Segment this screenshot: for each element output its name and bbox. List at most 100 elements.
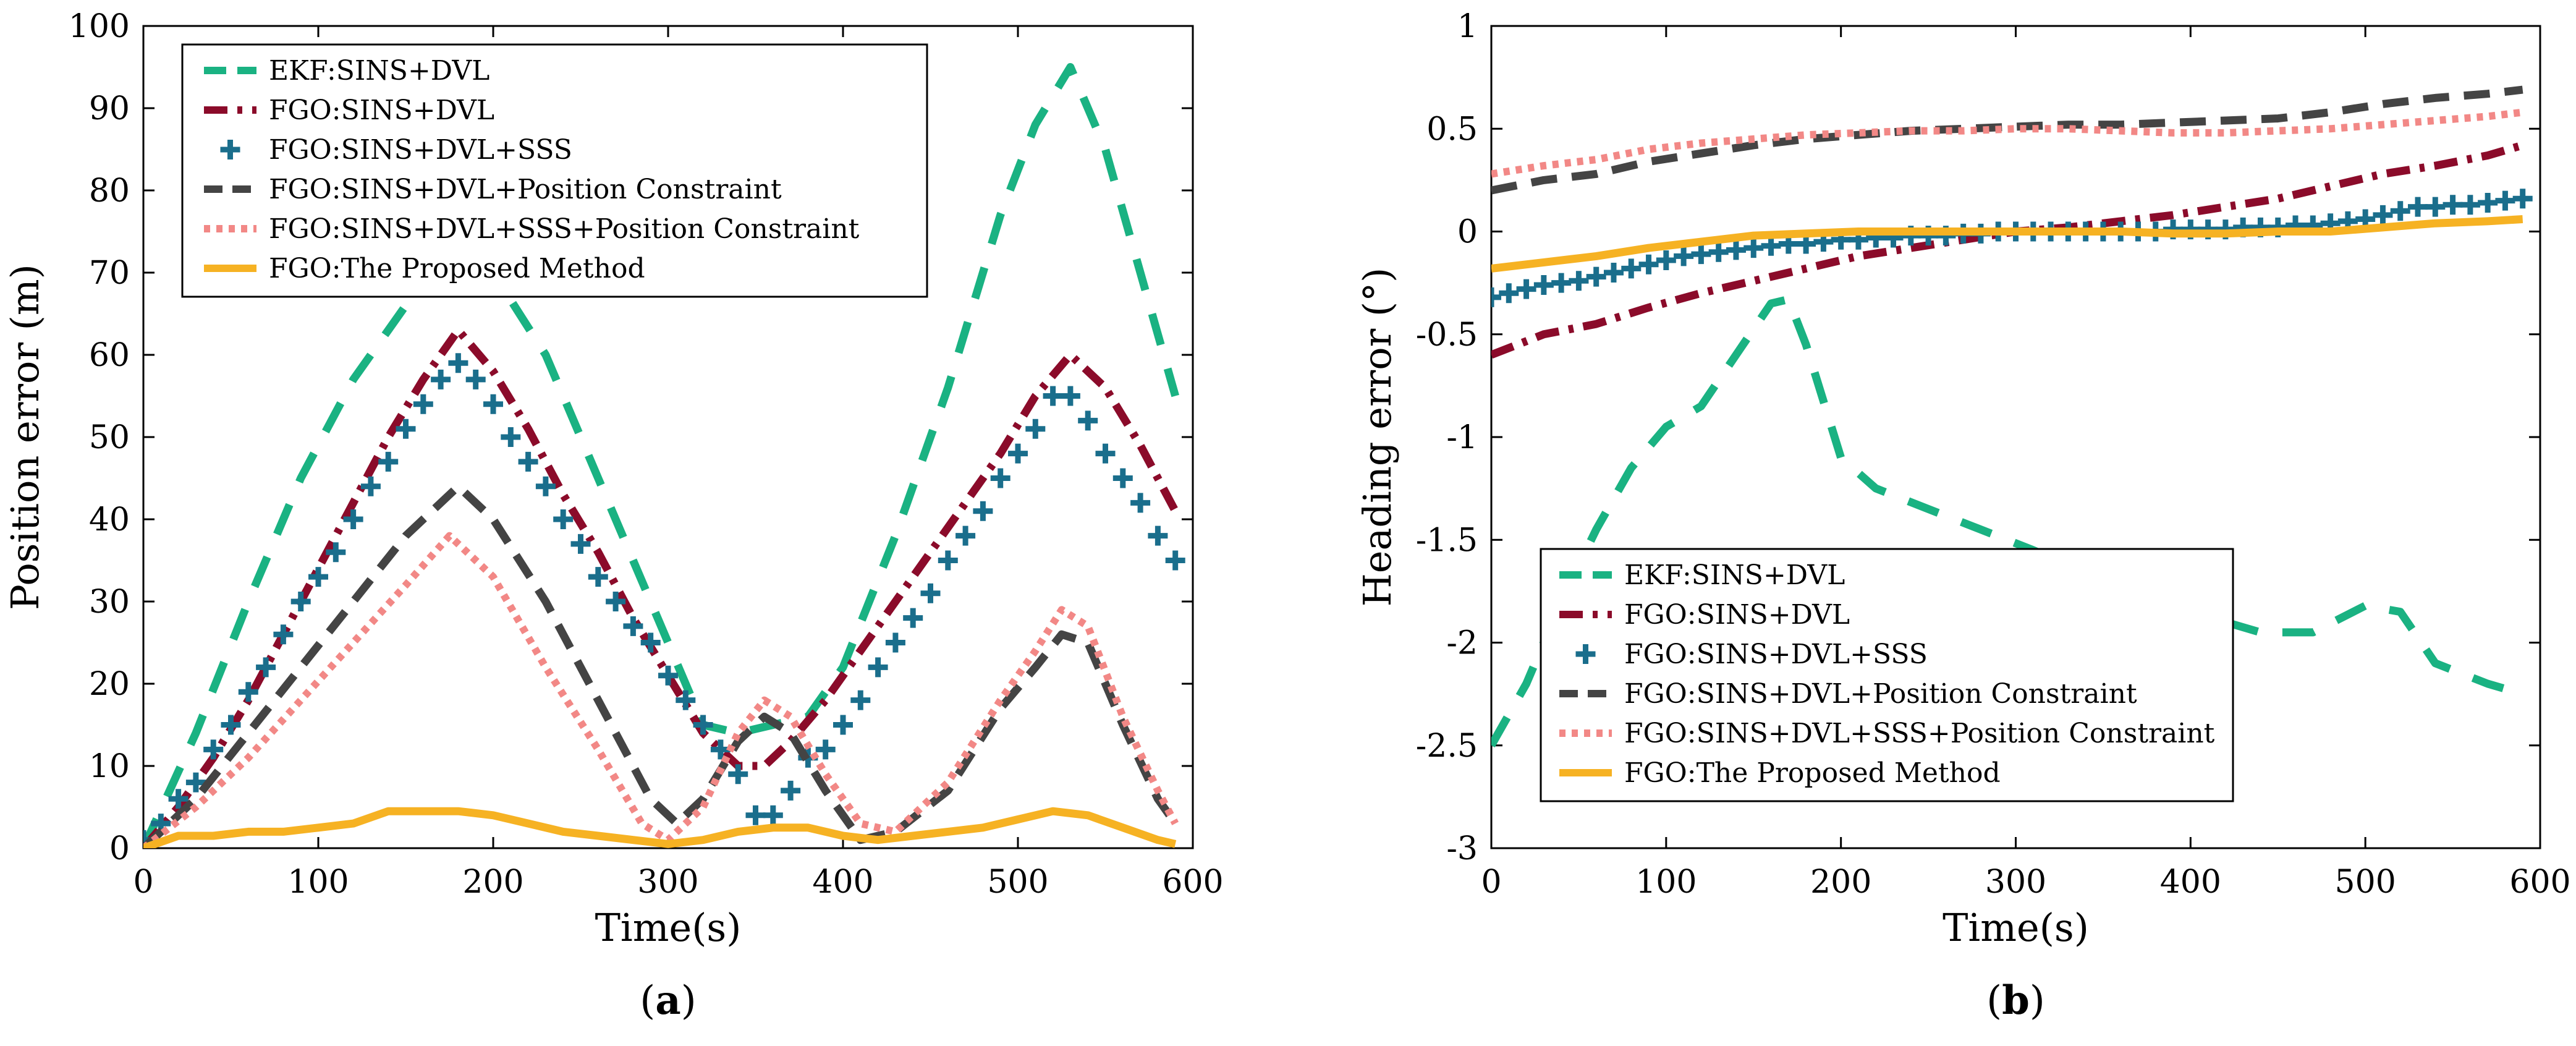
- y-tick-label: 100: [69, 8, 130, 45]
- x-tick-label: 400: [812, 864, 873, 901]
- data-point-marker: [2408, 197, 2428, 217]
- legend-entry-label: EKF:SINS+DVL: [1624, 559, 1845, 591]
- x-tick-label: 100: [287, 864, 349, 901]
- series-sss: [143, 353, 1185, 848]
- data-point-marker: [1638, 254, 1659, 274]
- data-point-marker: [535, 476, 556, 496]
- data-point-marker: [2512, 189, 2533, 209]
- x-tick-label: 300: [1985, 864, 2046, 901]
- y-tick-label: 50: [89, 419, 130, 456]
- data-point-marker: [1533, 274, 1554, 295]
- legend-swatch: [220, 140, 240, 159]
- data-point-marker: [1025, 419, 1046, 439]
- data-point-marker: [360, 476, 381, 496]
- x-tick-label: 0: [133, 864, 153, 901]
- subfigure-label: (b): [1986, 977, 2045, 1024]
- data-point-marker: [1148, 525, 1168, 546]
- data-point-marker: [1691, 244, 1711, 265]
- data-point-marker: [606, 592, 626, 611]
- x-tick-label: 600: [2509, 864, 2570, 901]
- y-tick-label: 10: [89, 748, 130, 785]
- series-ekf-line: [143, 63, 1179, 848]
- legend: EKF:SINS+DVL FGO:SINS+DVL FGO:SINS+DVL+SSS…: [1540, 548, 2234, 802]
- data-point-marker: [885, 632, 905, 653]
- y-tick-label: 1: [1457, 8, 1478, 45]
- legend-entry-label: FGO:SINS+DVL+SSS: [1624, 639, 1928, 670]
- y-tick-label: 70: [89, 255, 130, 292]
- data-point-marker: [570, 534, 591, 554]
- series-prop-line: [143, 807, 1177, 848]
- data-point-marker: [990, 468, 1010, 488]
- data-point-marker: [256, 657, 276, 678]
- y-tick-label: 90: [89, 90, 130, 127]
- legend-entry-label: FGO:SINS+DVL+SSS: [269, 134, 572, 166]
- chart-panel-a: 0 100 200 300 400 500 600 0 10 20 30 40 50 60 70 80 90 10…: [2, 8, 1224, 1024]
- data-point-marker: [745, 805, 766, 825]
- y-tick-label: -1: [1446, 419, 1478, 456]
- data-point-marker: [1095, 443, 1116, 464]
- y-tick-label: -3: [1446, 830, 1478, 867]
- data-point-marker: [2495, 190, 2515, 211]
- series-sssPc-line: [1491, 108, 2523, 178]
- x-tick-label: 600: [1162, 864, 1223, 901]
- data-point-marker: [1708, 242, 1729, 262]
- data-point-marker: [308, 567, 328, 587]
- data-point-marker: [2443, 195, 2463, 215]
- legend-entry-label: FGO:The Proposed Method: [269, 253, 645, 284]
- data-point-marker: [1043, 386, 1063, 406]
- data-point-marker: [1078, 410, 1098, 431]
- data-point-marker: [1130, 493, 1151, 513]
- data-point-marker: [973, 501, 993, 521]
- data-point-marker: [343, 509, 363, 529]
- y-tick-label: 60: [89, 337, 130, 374]
- legend: EKF:SINS+DVL FGO:SINS+DVL FGO:SINS+DVL+SSS…: [181, 43, 928, 298]
- legend-entry-label: FGO:The Proposed Method: [1624, 757, 2001, 789]
- y-axis-label: Position error (m): [2, 264, 48, 610]
- y-tick-label: -1.5: [1416, 522, 1478, 559]
- data-point-marker: [920, 583, 941, 603]
- x-axis-label: Time(s): [1943, 905, 2089, 950]
- data-point-marker: [833, 715, 853, 735]
- data-point-marker: [326, 542, 346, 563]
- data-point-marker: [938, 550, 958, 571]
- y-tick-label: 0: [109, 830, 130, 867]
- y-tick-label: 40: [89, 501, 130, 538]
- legend-entry-label: FGO:SINS+DVL+SSS+Position Constraint: [1624, 718, 2215, 749]
- data-point-marker: [465, 369, 486, 389]
- data-point-marker: [2425, 197, 2446, 217]
- data-point-marker: [273, 624, 294, 645]
- x-tick-label: 500: [2335, 864, 2396, 901]
- y-tick-label: -0.5: [1416, 317, 1478, 354]
- y-tick-label: 30: [89, 584, 130, 621]
- y-axis-label: Heading error (°): [1355, 268, 1400, 607]
- x-tick-label: 100: [1635, 864, 1697, 901]
- data-point-marker: [483, 394, 503, 414]
- series-group: [1491, 85, 2533, 748]
- data-point-marker: [588, 567, 608, 587]
- x-tick-label: 200: [462, 864, 523, 901]
- data-point-marker: [1165, 550, 1185, 571]
- legend-swatch: [1575, 644, 1596, 664]
- y-tick-label: -2: [1446, 625, 1478, 662]
- data-point-marker: [781, 780, 801, 801]
- data-point-marker: [1586, 266, 1606, 287]
- data-point-marker: [203, 739, 224, 760]
- data-point-marker: [693, 715, 713, 735]
- data-point-marker: [763, 805, 783, 825]
- data-point-marker: [553, 509, 574, 529]
- data-point-marker: [1499, 283, 1519, 304]
- data-point-marker: [640, 632, 661, 653]
- data-point-marker: [396, 419, 416, 439]
- data-point-marker: [2390, 201, 2410, 221]
- data-point-marker: [1743, 238, 1764, 258]
- subfigure-label: (a): [640, 977, 696, 1024]
- legend-entry-label: FGO:SINS+DVL+SSS+Position Constraint: [269, 213, 860, 245]
- legend-entry-label: FGO:SINS+DVL+Position Constraint: [269, 174, 782, 205]
- data-point-marker: [221, 715, 241, 735]
- legend-entry-label: EKF:SINS+DVL: [269, 55, 489, 87]
- x-tick-label: 200: [1810, 864, 1871, 901]
- legend-entry-label: FGO:SINS+DVL+Position Constraint: [1624, 678, 2137, 710]
- data-point-marker: [1761, 236, 1781, 256]
- data-point-marker: [623, 616, 643, 636]
